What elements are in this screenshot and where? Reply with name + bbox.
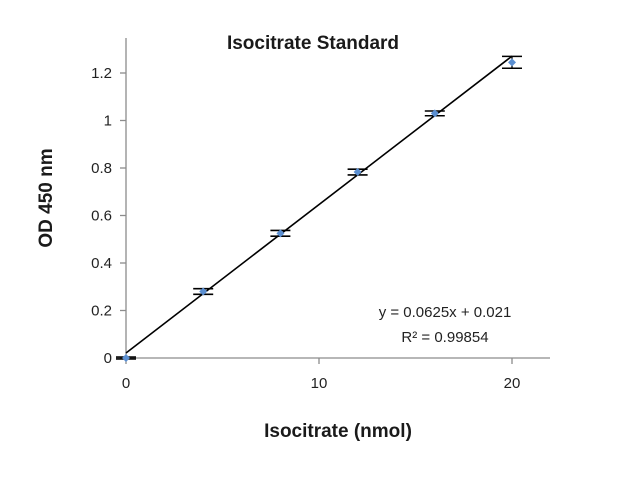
- trendline-equation: y = 0.0625x + 0.021: [379, 304, 512, 321]
- data-points: [122, 58, 516, 362]
- x-axis-ticks: 0 10 20: [122, 358, 521, 392]
- data-point: [122, 354, 130, 362]
- y-tick-label: 0.4: [91, 255, 112, 272]
- data-point: [353, 168, 362, 177]
- y-tick-label: 1: [104, 113, 112, 130]
- x-tick-label: 10: [311, 375, 328, 392]
- y-tick-label: 1.2: [91, 65, 112, 82]
- r-squared-label: R² = 0.99854: [401, 329, 488, 346]
- data-point: [508, 58, 516, 67]
- data-point: [276, 229, 285, 238]
- y-tick-label: 0.2: [91, 303, 112, 320]
- data-point: [199, 287, 208, 296]
- trendline-group: [125, 55, 513, 354]
- x-tick-label: 20: [504, 375, 521, 392]
- y-axis-title: OD 450 nm: [36, 148, 57, 247]
- chart-title: Isocitrate Standard: [227, 33, 399, 54]
- x-axis-title: Isocitrate (nmol): [264, 421, 412, 442]
- y-axis-ticks: 0 0.2 0.4 0.6 0.8 1 1.2: [91, 65, 126, 367]
- y-tick-label: 0: [104, 350, 112, 367]
- data-point: [430, 109, 439, 118]
- y-tick-label: 0.8: [91, 160, 112, 177]
- x-tick-label: 0: [122, 375, 130, 392]
- y-tick-label: 0.6: [91, 208, 112, 225]
- trendline: [125, 55, 513, 354]
